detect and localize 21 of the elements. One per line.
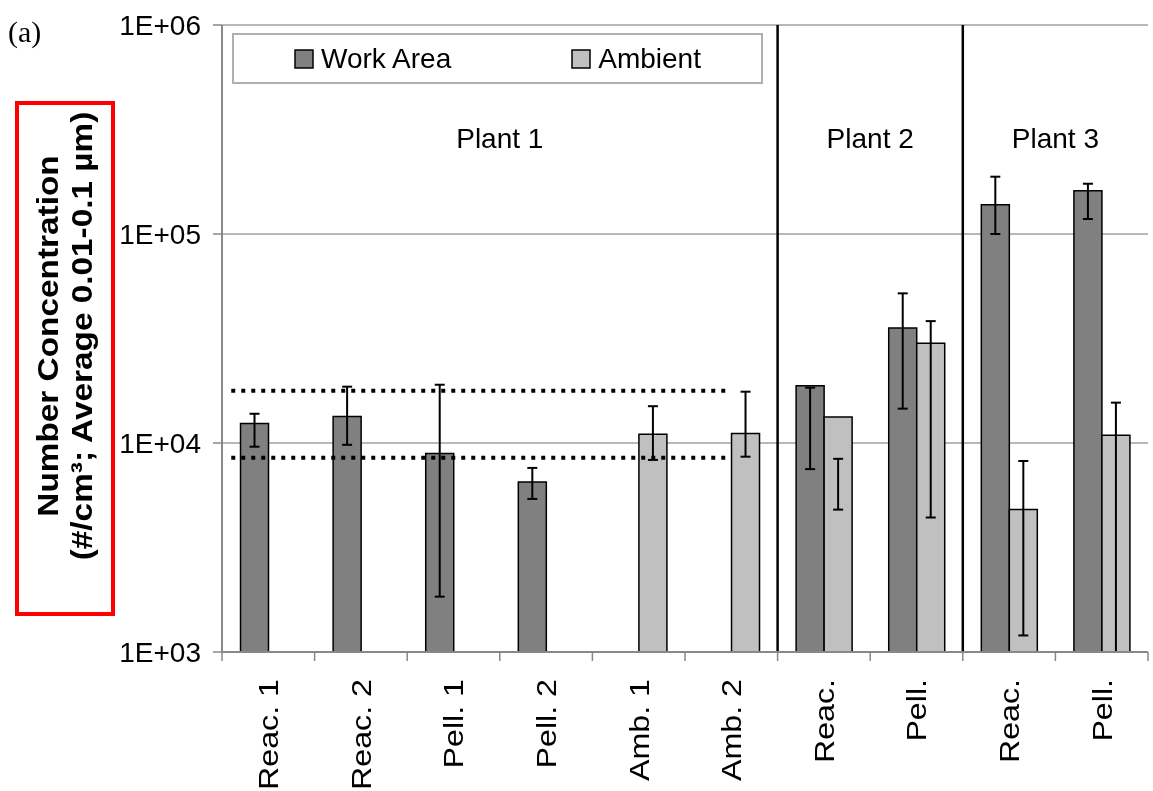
annotation: Plant 2 xyxy=(826,123,914,154)
y-axis-title: Number Concentration (#/cm³; Average 0.01-0.1 µm) xyxy=(32,111,99,561)
y-tick-label: 1E+05 xyxy=(119,218,201,250)
x-tick-label: Pell. 2 xyxy=(530,679,562,769)
x-tick-label: Amb. 2 xyxy=(716,679,747,781)
y-tick-label: 1E+06 xyxy=(119,9,201,41)
x-tick-label: Pell. xyxy=(901,679,932,742)
x-tick-label: Reac. 2 xyxy=(345,679,377,790)
legend-label: Ambient xyxy=(598,42,701,75)
legend-label: Work Area xyxy=(321,42,452,75)
x-tick-label: Pell. 1 xyxy=(438,679,469,769)
x-tick-label: Reac. 1 xyxy=(253,679,284,790)
chart-title: (a) xyxy=(8,15,42,49)
annotation: Plant 3 xyxy=(1011,123,1099,154)
x-tick-label: Pell. xyxy=(1086,679,1118,742)
x-tick-label: Amb. 1 xyxy=(623,679,655,781)
x-tick-label: Reac. xyxy=(993,679,1025,764)
x-tick-label: Reac. xyxy=(808,679,840,764)
y-tick-label: 1E+03 xyxy=(119,636,201,668)
annotation: Plant 1 xyxy=(456,123,544,154)
y-tick-label: 1E+04 xyxy=(119,427,201,459)
